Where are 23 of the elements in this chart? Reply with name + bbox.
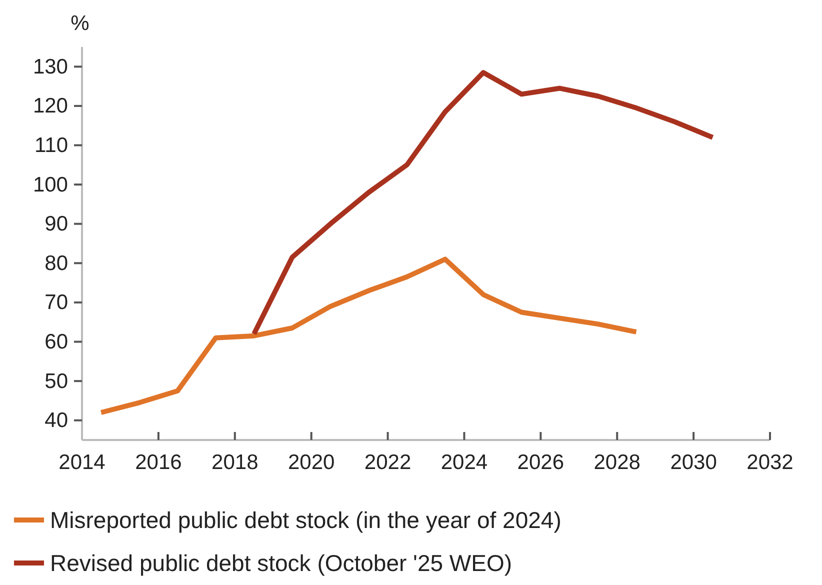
x-tick-label: 2022 xyxy=(364,450,412,474)
y-tick-label: 70 xyxy=(44,291,68,314)
y-tick-label: 90 xyxy=(44,212,68,236)
x-tick-label: 2030 xyxy=(670,450,717,474)
y-tick-label: 130 xyxy=(32,55,68,78)
y-tick-label: 60 xyxy=(44,330,68,354)
x-tick-label: 2026 xyxy=(517,450,564,474)
x-tick-label: 2016 xyxy=(135,450,182,474)
x-tick-label: 2018 xyxy=(212,450,258,474)
y-tick-label: 120 xyxy=(32,94,68,118)
x-tick-label: 2032 xyxy=(746,450,794,474)
y-tick-label: 110 xyxy=(34,134,68,157)
y-axis-title: % xyxy=(70,12,90,35)
y-tick-label: 100 xyxy=(32,173,68,196)
y-tick-label: 40 xyxy=(44,409,68,432)
legend-label: Misreported public debt stock (in the year of 2024) xyxy=(50,507,562,533)
x-tick-label: 2014 xyxy=(58,450,106,474)
x-tick-label: 2024 xyxy=(440,450,488,474)
y-tick-label: 50 xyxy=(44,370,68,393)
x-tick-label: 2028 xyxy=(594,450,640,474)
y-tick-label: 80 xyxy=(44,252,68,275)
legend-label: Revised public debt stock (October '25 WEO) xyxy=(50,550,512,576)
x-tick-label: 2020 xyxy=(288,450,335,474)
